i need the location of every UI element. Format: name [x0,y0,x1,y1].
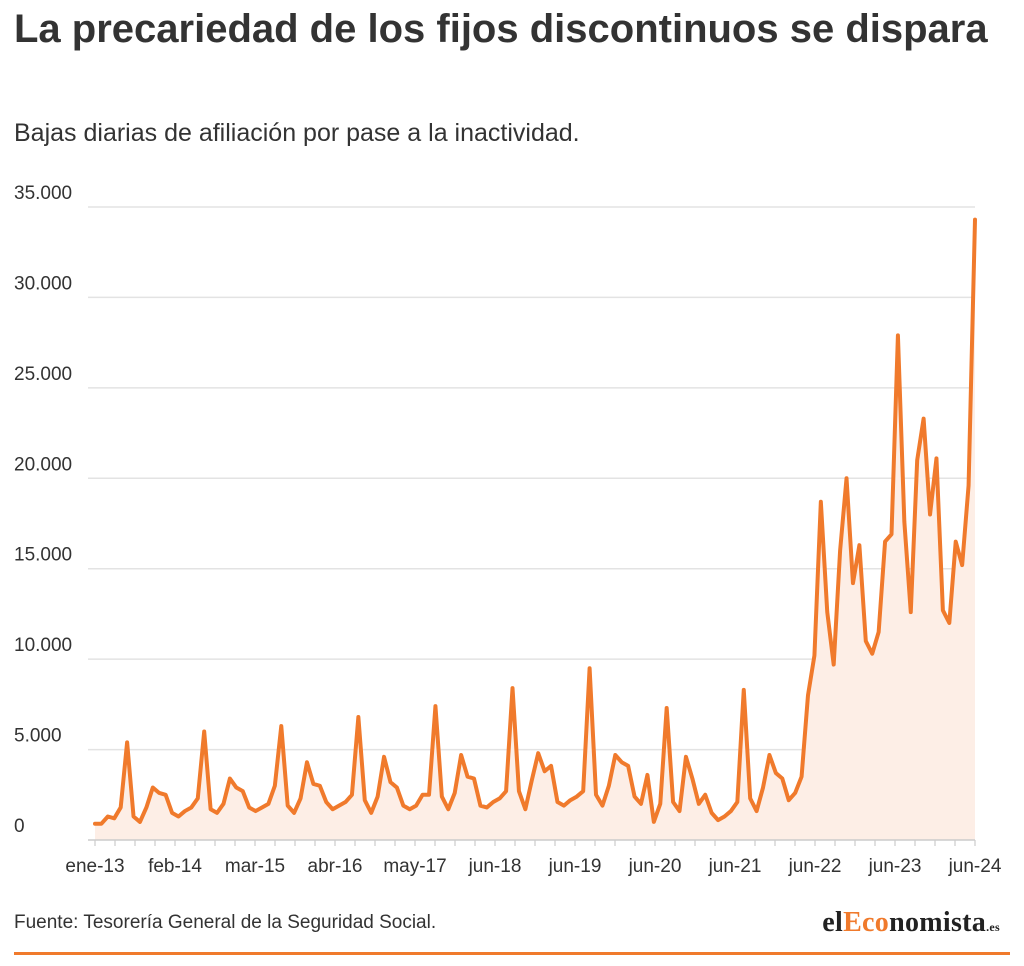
x-axis-ticks: ene-13 feb-14 mar-15 abr-16 may-17 jun-18 jun-… [65,856,1001,877]
x-tick-label: abr-16 [308,856,363,877]
y-tick-label: 10.000 [14,635,72,656]
grid-lines [88,206,975,751]
series-line [93,217,977,826]
area-shape [95,219,975,840]
line-chart: 0 5.000 10.000 15.000 20.000 25.000 30.000 35.0… [14,183,1002,877]
y-axis-ticks: 0 5.000 10.000 15.000 20.000 25.000 30.000 35.0… [14,183,72,837]
publisher-logo[interactable]: elEconomista.es [822,907,1000,939]
logo-suffix: nomista [889,907,987,938]
y-tick-label: 30.000 [14,273,72,294]
y-tick-label: 20.000 [14,454,72,475]
x-tick-label: mar-15 [225,856,285,877]
source-note: Fuente: Tesorería General de la Segurida… [14,912,437,933]
chart-subtitle: Bajas diarias de afiliación por pase a l… [14,119,580,147]
x-tick-label: jun-22 [788,856,842,877]
chart-title: La precariedad de los fijos discontinuos… [14,7,988,51]
data-line [93,217,977,826]
footer-rule [14,952,1010,955]
logo-tld: .es [986,920,1000,934]
y-tick-label: 15.000 [14,545,72,566]
x-tick-label: may-17 [383,856,446,877]
x-tick-label: jun-21 [708,856,762,877]
x-tick-label: jun-20 [628,856,682,877]
x-axis [88,839,976,846]
x-tick-label: jun-24 [948,856,1002,877]
x-tick-label: jun-19 [548,856,602,877]
x-tick-label: feb-14 [148,856,202,877]
logo-prefix: el [822,907,844,938]
y-tick-label: 35.000 [14,183,72,204]
y-tick-label: 0 [14,816,25,837]
logo-accent: Eco [843,907,890,938]
y-tick-label: 5.000 [14,726,62,747]
y-tick-label: 25.000 [14,364,72,385]
x-tick-label: jun-23 [868,856,922,877]
x-tick-label: ene-13 [65,856,124,877]
area-fill [95,219,975,840]
x-tick-label: jun-18 [468,856,522,877]
